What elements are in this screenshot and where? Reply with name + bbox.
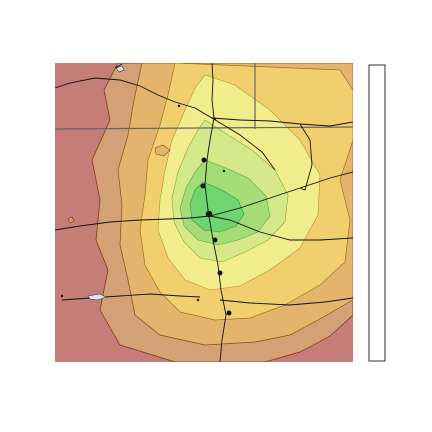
colorbar-frame bbox=[368, 64, 386, 362]
map-panel[interactable] bbox=[55, 63, 353, 362]
marker-castle-rock bbox=[212, 237, 218, 243]
marker-cheyenne bbox=[213, 117, 217, 121]
city-markers bbox=[60, 104, 232, 316]
lake-north bbox=[115, 65, 125, 73]
patch-west bbox=[154, 144, 171, 157]
marker-denver bbox=[205, 210, 213, 218]
marker-fort-collins bbox=[201, 157, 207, 163]
marker-laramie bbox=[177, 104, 181, 108]
marker-montrose bbox=[60, 294, 64, 298]
highways bbox=[55, 63, 353, 362]
marker-longmont bbox=[200, 183, 206, 189]
state-border-north bbox=[55, 126, 353, 130]
colorbar bbox=[368, 64, 386, 362]
patch-far-west bbox=[67, 216, 75, 224]
marker-colorado-springs bbox=[217, 270, 223, 276]
marker-canon-city bbox=[196, 298, 200, 302]
band-0.0-0.5 bbox=[189, 181, 245, 233]
marker-evans bbox=[222, 169, 226, 173]
lake-west bbox=[87, 293, 107, 301]
marker-pueblo bbox=[226, 310, 232, 316]
